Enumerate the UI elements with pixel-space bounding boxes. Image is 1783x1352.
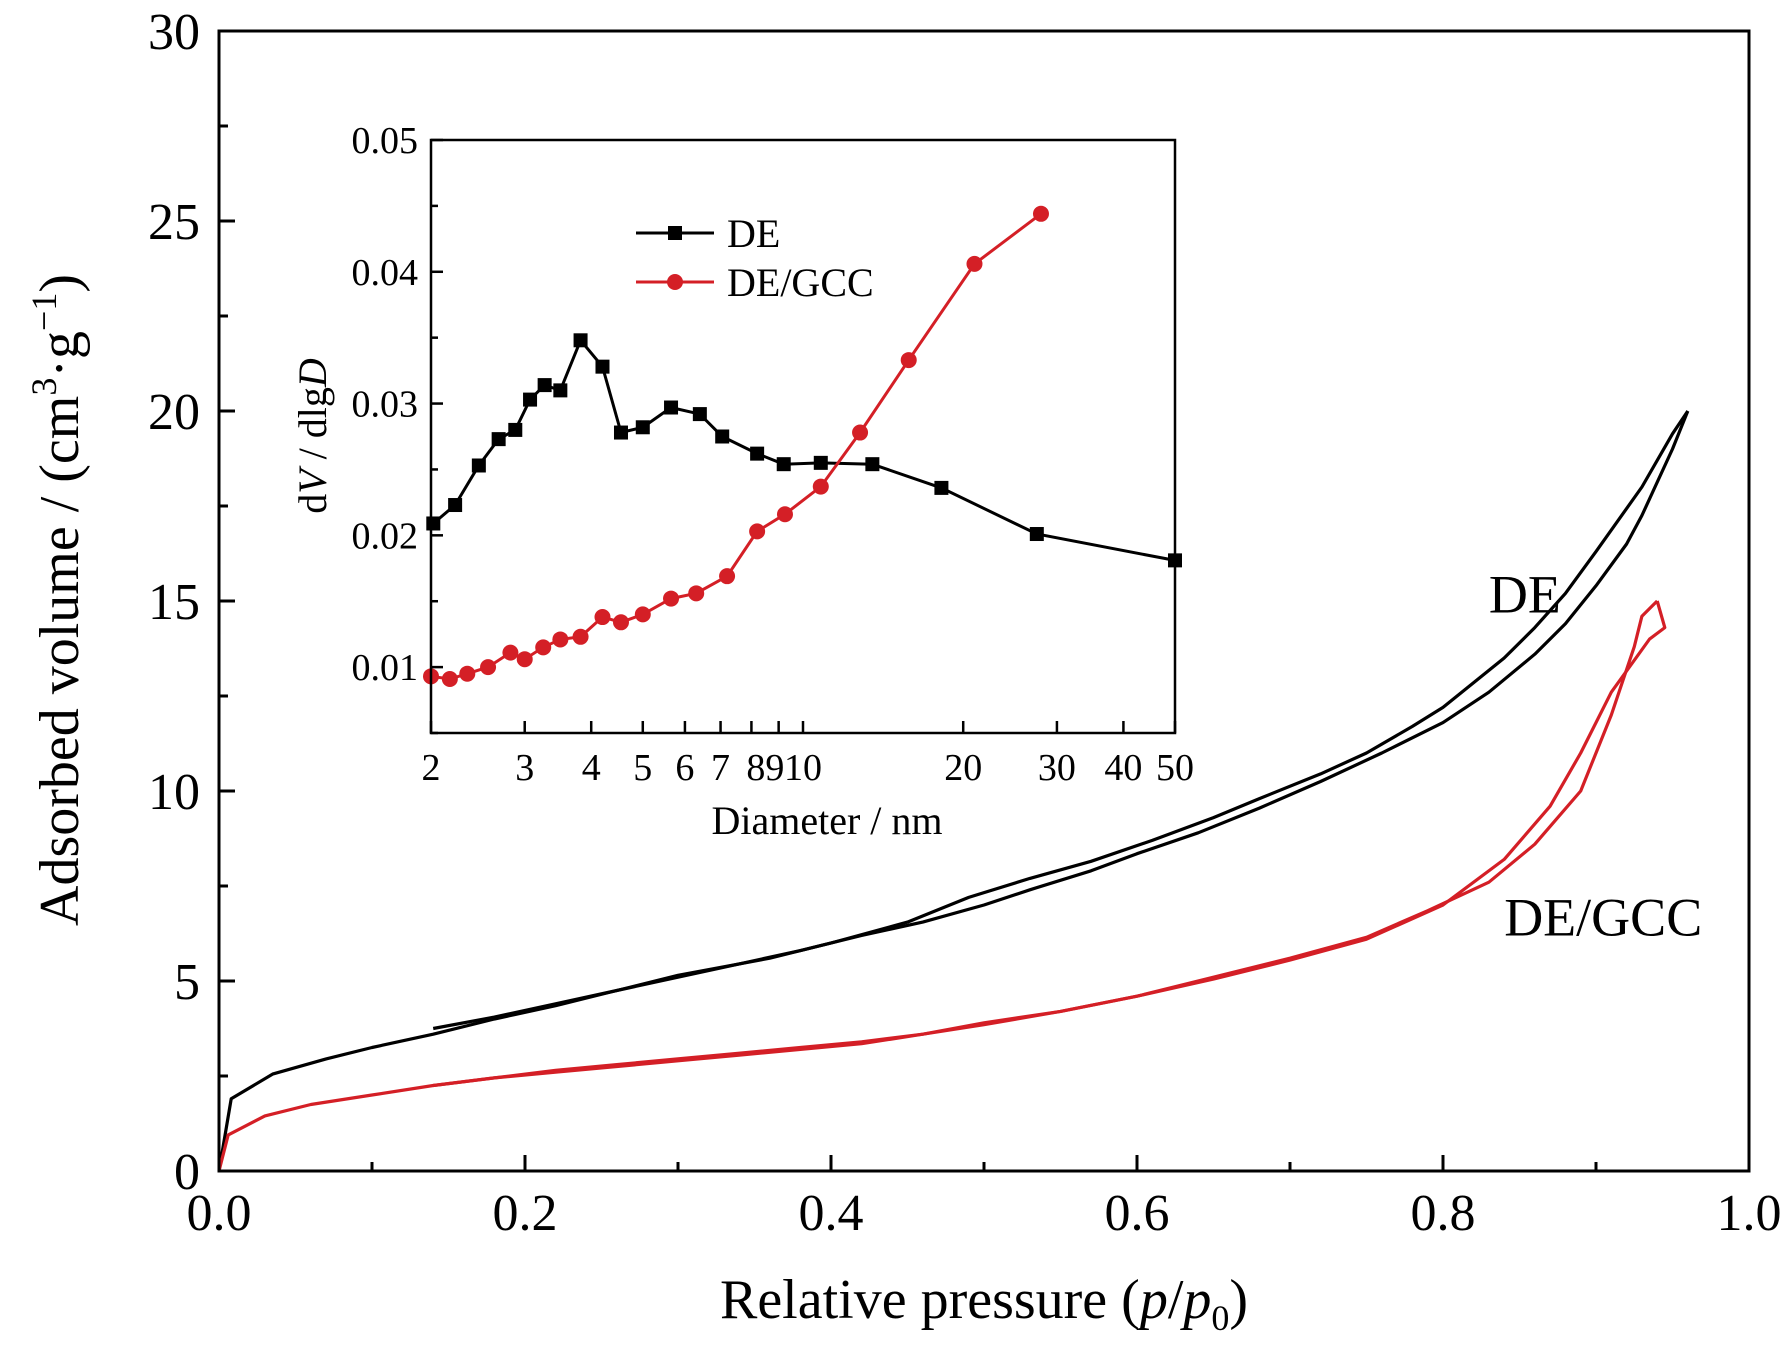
curve-label-de: DE: [1489, 564, 1561, 624]
series-de-gcc-point: [502, 644, 519, 661]
inset-x-tick-label: 7: [711, 747, 730, 789]
y-tick-label: 25: [148, 194, 200, 251]
y-tick-label: 15: [148, 574, 200, 631]
y-tick-label: 30: [148, 4, 200, 61]
inset-y-tick-label: 0.04: [352, 252, 419, 294]
series-de-point: [595, 359, 610, 374]
inset-x-tick-label: 5: [633, 747, 652, 789]
inset-x-tick-label: 89: [746, 747, 784, 789]
inset-x-tick-label: 50: [1156, 747, 1194, 789]
y-tick-label: 20: [148, 384, 200, 441]
series-de-point: [776, 457, 791, 472]
series-de-point: [448, 498, 463, 513]
series-de-point: [1029, 527, 1044, 542]
series-de-line: [432, 337, 1176, 562]
series-de-gcc-line: [430, 212, 1042, 681]
series-de-gcc-point: [634, 606, 651, 623]
y-tick-label: 10: [148, 764, 200, 821]
x-tick-label: 1.0: [1717, 1185, 1782, 1242]
series-de-gcc-point: [663, 590, 680, 607]
inset-x-tick-label: 2: [422, 747, 441, 789]
legend-de-marker: [668, 226, 682, 240]
inset-x-tick-label: 4: [582, 747, 601, 789]
series-de-gcc-point: [441, 670, 458, 687]
series-de-point: [692, 407, 707, 422]
series-de-gcc-desorption-line: [433, 600, 1667, 1088]
series-de-desorption-line: [432, 410, 1690, 1031]
series-de-gcc-point: [516, 651, 533, 668]
series-de-point: [934, 480, 949, 495]
inset-y-tick-label: 0.05: [352, 120, 419, 162]
series-de-gcc-point: [572, 628, 589, 645]
series-de-point: [750, 446, 765, 461]
inset-x-axis: 2 3 4 5 6 7 89 10 20 30 40 50: [422, 721, 1194, 789]
isotherm-annotations: DE DE/GCC: [1489, 564, 1702, 947]
series-de-gcc-point: [459, 665, 476, 682]
inset-x-tick-label: 3: [515, 747, 534, 789]
inset-y-tick-label: 0.03: [352, 384, 419, 426]
series-de-gcc-point: [688, 585, 705, 602]
series-de-point: [523, 392, 538, 407]
inset-x-tick-label: 20: [944, 747, 982, 789]
series-de-point: [426, 516, 441, 531]
series-de-gcc-point: [852, 424, 869, 441]
series-de-gcc-point: [552, 631, 569, 648]
series-de-gcc-point: [719, 568, 736, 585]
series-de-point: [715, 429, 730, 444]
inset-y-axis-label: dV / dlgD: [290, 358, 335, 514]
series-de-point: [865, 457, 880, 472]
inset-y-axis: 0.01 0.02 0.03 0.04 0.05: [352, 120, 443, 735]
series-de-point: [813, 455, 828, 470]
inset-x-tick-label: 30: [1038, 747, 1076, 789]
series-de-gcc-point: [812, 478, 829, 495]
series-de-gcc-point: [480, 659, 497, 676]
series-de-gcc-point: [1032, 205, 1049, 222]
isotherm-y-axis-label: Adsorbed volume / (cm3·g−1): [24, 274, 91, 926]
inset-y-tick-label: 0.01: [352, 647, 419, 689]
series-de-gcc-point: [900, 352, 917, 369]
pore-size-inset-chart: 2 3 4 5 6 7 89 10 20 30 40 50 0.010.020.030.040.05 …: [290, 120, 1194, 843]
isotherm-x-axis-label: Relative pressure (p/p0): [720, 1269, 1248, 1338]
series-de-point: [613, 425, 628, 440]
x-tick-label: 0.6: [1105, 1185, 1170, 1242]
isotherm-x-axis: 0.0 0.2 0.4 0.6 0.8 1.0: [187, 1155, 1782, 1242]
x-tick-label: 0.8: [1411, 1185, 1476, 1242]
series-de-point: [537, 378, 552, 393]
legend-de-gcc-label: DE/GCC: [727, 260, 874, 305]
legend-de-gcc-marker: [667, 274, 683, 290]
series-de-point: [471, 458, 486, 473]
legend-de-label: DE: [727, 211, 780, 256]
isotherm-series: [217, 410, 1690, 1172]
series-de-gcc-point: [612, 614, 629, 631]
series-de-point: [635, 420, 650, 435]
series-de-gcc-point: [776, 506, 793, 523]
x-tick-label: 0.4: [799, 1185, 864, 1242]
isotherm-y-axis: 0 5 10 15 20 25 30: [148, 4, 235, 1201]
x-tick-label: 0.2: [493, 1185, 558, 1242]
series-de-gcc-point: [966, 255, 983, 272]
x-tick-label: 0.0: [187, 1185, 252, 1242]
inset-x-tick-label: 40: [1104, 747, 1142, 789]
pore-size-series: [423, 205, 1182, 687]
series-de-gcc-point: [594, 609, 611, 626]
y-tick-label: 0: [174, 1144, 200, 1201]
curve-label-de-gcc: DE/GCC: [1504, 887, 1702, 947]
series-de-point: [491, 432, 506, 447]
series-de-point: [664, 400, 679, 415]
series-de-gcc-point: [749, 523, 766, 540]
series-de-point: [573, 333, 588, 348]
inset-x-axis-label: Diameter / nm: [711, 798, 942, 843]
inset-y-tick-label: 0.02: [352, 515, 419, 557]
y-tick-label: 5: [174, 954, 200, 1011]
inset-x-tick-label: 6: [675, 747, 694, 789]
inset-x-tick-label: 10: [784, 747, 822, 789]
series-de-gcc-point: [535, 639, 552, 656]
series-de-point: [508, 422, 523, 437]
series-de-point: [553, 383, 568, 398]
series-de-adsorption-line: [217, 410, 1690, 1172]
